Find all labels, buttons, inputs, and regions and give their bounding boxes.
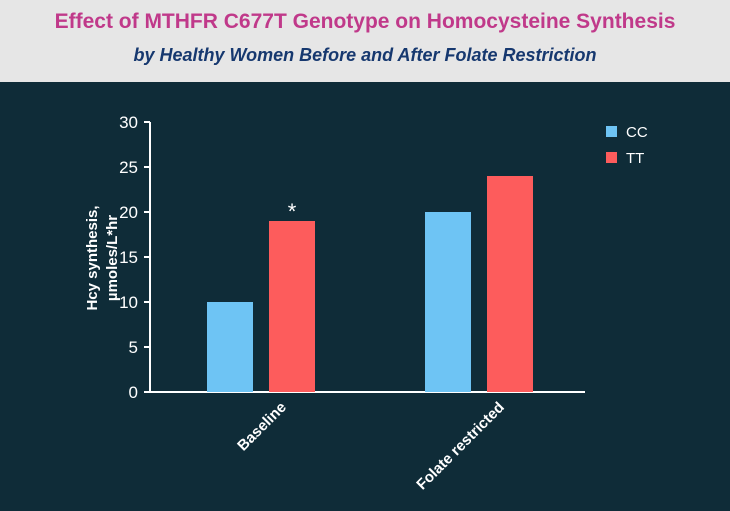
legend-swatch-tt bbox=[606, 152, 617, 163]
bar-cc-baseline bbox=[207, 302, 253, 392]
legend-label-cc: CC bbox=[626, 124, 648, 141]
bar-cc-folate-restricted bbox=[425, 212, 471, 392]
y-tick-label: 0 bbox=[129, 383, 138, 402]
x-category-label: Baseline bbox=[234, 399, 290, 455]
y-tick-label: 15 bbox=[119, 248, 138, 267]
significance-annotation: * bbox=[288, 199, 297, 224]
bar-tt-folate-restricted bbox=[487, 176, 533, 392]
y-tick-label: 25 bbox=[119, 158, 138, 177]
y-tick-label: 20 bbox=[119, 203, 138, 222]
chart-subtitle: by Healthy Women Before and After Folate… bbox=[133, 45, 597, 65]
legend-swatch-cc bbox=[606, 126, 617, 137]
legend-label-tt: TT bbox=[626, 150, 644, 167]
y-tick-label: 10 bbox=[119, 293, 138, 312]
y-axis-title-line1: Hcy synthesis, bbox=[84, 205, 101, 310]
chart-header: Effect of MTHFR C677T Genotype on Homocy… bbox=[0, 0, 730, 82]
y-tick-label: 5 bbox=[129, 338, 138, 357]
chart-title: Effect of MTHFR C677T Genotype on Homocy… bbox=[54, 10, 676, 33]
y-tick-label: 30 bbox=[119, 113, 138, 132]
bar-tt-baseline bbox=[269, 221, 315, 392]
y-axis-title-line2: µmoles/L*hr bbox=[104, 215, 121, 301]
x-category-label: Folate restricted bbox=[413, 399, 508, 494]
